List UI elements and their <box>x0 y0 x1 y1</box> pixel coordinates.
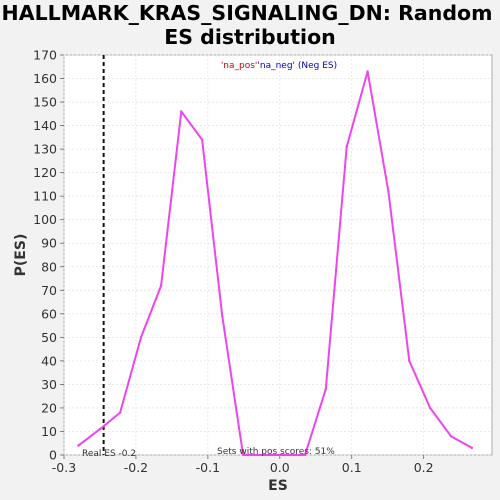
data-point <box>221 314 224 318</box>
data-point <box>470 446 474 450</box>
x-tick-label: -0.1 <box>196 460 220 475</box>
svg-text:'na_pos''na_neg' (Neg ES): 'na_pos''na_neg' (Neg ES) <box>221 61 337 71</box>
x-axis-label: ES <box>268 478 288 494</box>
y-tick-label: 90 <box>41 236 57 251</box>
y-tick-label: 100 <box>33 212 57 227</box>
data-point <box>77 444 80 447</box>
y-tick-label: 70 <box>41 283 57 298</box>
plot-area <box>63 54 493 456</box>
legend: 'na_pos''na_neg' (Neg ES) <box>221 61 337 71</box>
data-point <box>139 336 143 339</box>
data-point <box>200 138 204 141</box>
data-point <box>449 434 453 438</box>
y-tick-label: 30 <box>41 377 57 392</box>
data-point <box>428 406 432 410</box>
data-point <box>118 411 122 414</box>
data-point <box>180 110 183 113</box>
legend-pos-label: 'na_pos' <box>221 61 258 71</box>
y-tick-label: 40 <box>41 353 57 368</box>
axis-ticks: 0 10 20 30 40 50 60 70 80 90 100 110 120 130 140 150 160… <box>33 48 433 476</box>
real-es-annotation: Real ES -0.2 <box>82 449 136 459</box>
series-line <box>77 70 473 456</box>
y-tick-label: 20 <box>41 400 57 415</box>
data-point <box>324 387 328 391</box>
x-tick-label: -0.3 <box>52 460 76 475</box>
data-point <box>366 70 369 73</box>
y-tick-label: 110 <box>33 189 57 204</box>
y-tick-label: 0 <box>49 448 57 463</box>
y-tick-label: 80 <box>41 259 57 274</box>
data-point <box>303 453 307 457</box>
y-tick-label: 160 <box>33 71 57 86</box>
legend-neg-label: 'na_neg' (Neg ES) <box>257 61 337 71</box>
grid-lines <box>63 54 492 456</box>
y-tick-label: 130 <box>33 142 57 157</box>
y-tick-label: 60 <box>41 306 57 321</box>
y-tick-label: 150 <box>33 95 57 110</box>
data-point <box>387 190 390 193</box>
data-point <box>159 284 163 287</box>
data-point <box>408 359 411 363</box>
y-tick-label: 50 <box>41 330 57 345</box>
y-tick-label: 120 <box>33 165 57 180</box>
data-point <box>282 453 286 457</box>
data-point <box>98 427 102 431</box>
series-lines <box>77 70 474 457</box>
x-tick-label: 0.0 <box>270 460 290 475</box>
y-tick-label: 140 <box>33 118 57 133</box>
y-tick-label: 10 <box>41 424 57 439</box>
y-tick-label: 170 <box>33 48 57 63</box>
data-point <box>241 453 245 457</box>
chart-title-line-1: HALLMARK_KRAS_SIGNALING_DN: Random <box>2 1 493 25</box>
x-tick-label: 0.1 <box>342 460 362 475</box>
chart-title-line-2: ES distribution <box>164 25 336 49</box>
y-axis-label: P(ES) <box>13 234 29 277</box>
data-point <box>345 145 348 148</box>
x-tick-label: 0.2 <box>414 460 434 475</box>
data-point <box>262 453 266 457</box>
pos-scores-annotation: Sets with pos scores: 51% <box>217 447 335 457</box>
x-tick-label: -0.2 <box>124 460 148 475</box>
